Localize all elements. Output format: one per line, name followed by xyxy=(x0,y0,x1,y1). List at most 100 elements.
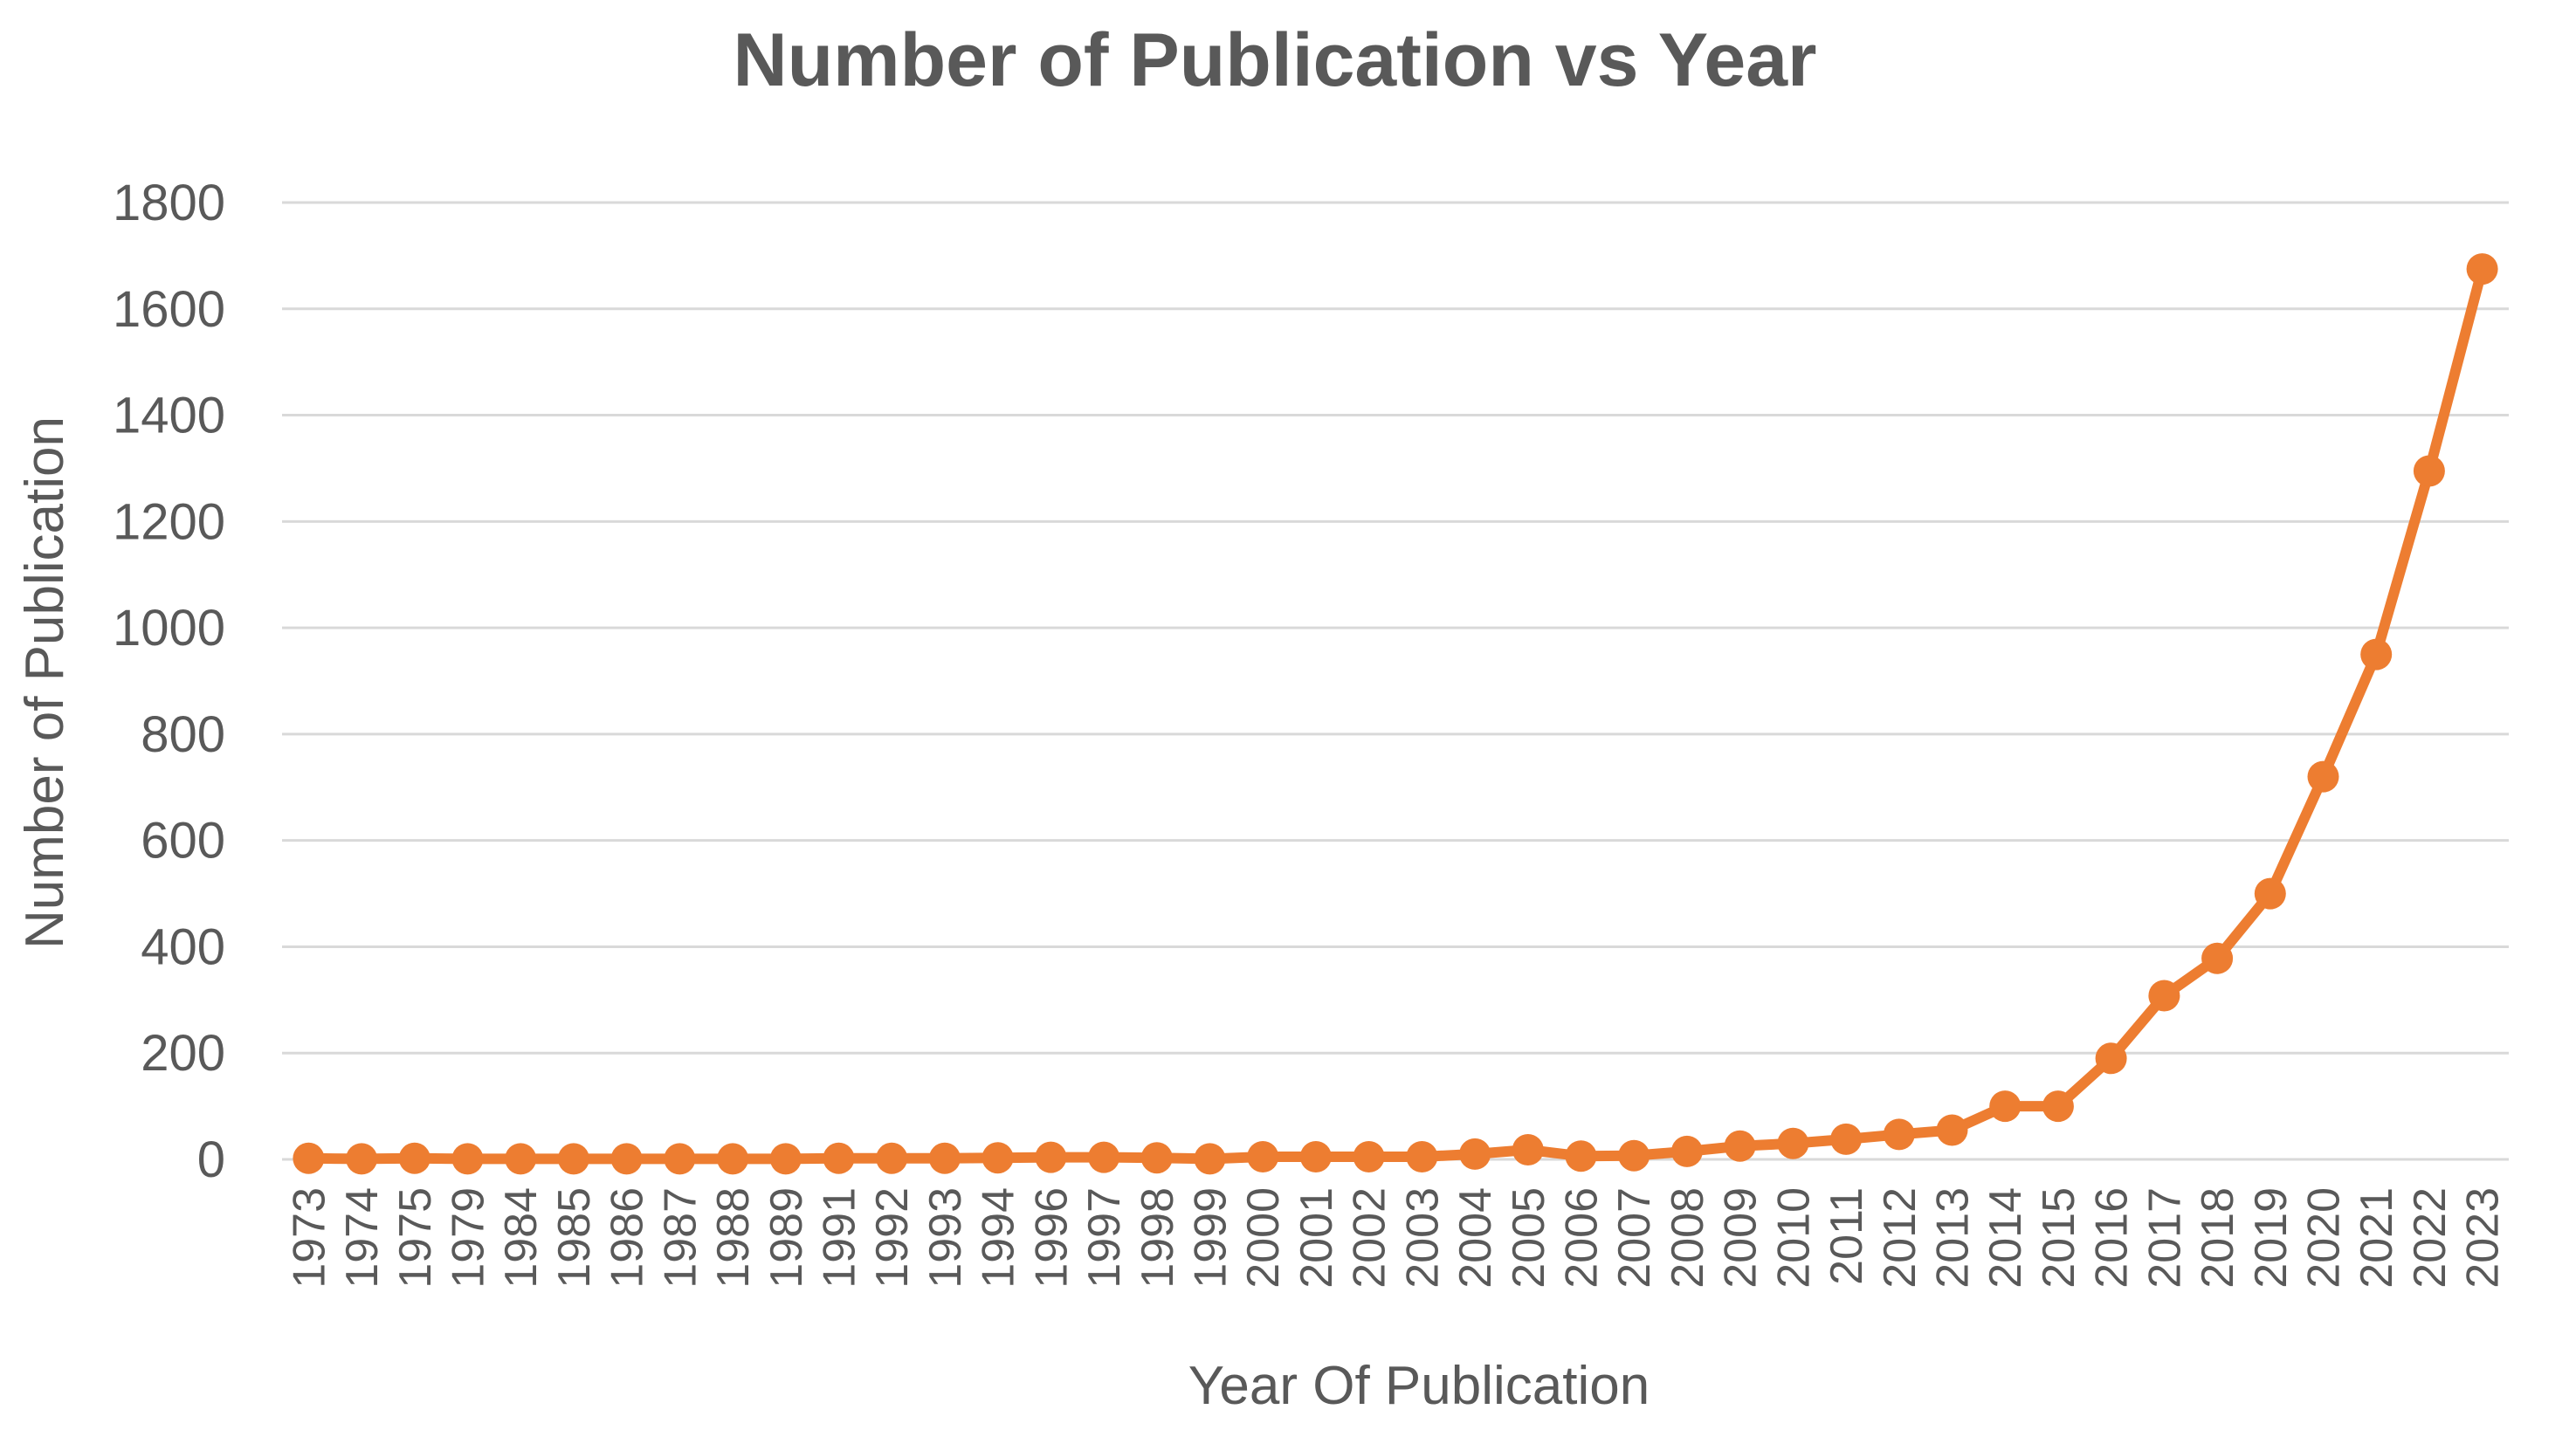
y-tick-label: 800 xyxy=(141,706,225,763)
x-tick-label: 2013 xyxy=(1928,1187,1979,1289)
x-tick-label: 2005 xyxy=(1504,1187,1554,1289)
x-tick-label: 1975 xyxy=(390,1187,441,1289)
data-point xyxy=(2095,1042,2127,1075)
x-tick-label: 2023 xyxy=(2458,1187,2509,1289)
x-tick-label: 2019 xyxy=(2246,1187,2297,1289)
x-tick-label: 2015 xyxy=(2034,1187,2084,1289)
data-point xyxy=(505,1143,537,1175)
x-tick-label: 1988 xyxy=(708,1187,759,1289)
x-tick-label: 1993 xyxy=(920,1187,971,1289)
x-tick-label: 1984 xyxy=(496,1187,547,1289)
data-point xyxy=(1565,1140,1597,1172)
data-point xyxy=(1618,1139,1650,1172)
data-point xyxy=(346,1143,378,1175)
data-point xyxy=(1777,1127,1809,1159)
data-point xyxy=(1936,1114,1968,1146)
data-point xyxy=(1353,1141,1385,1172)
data-point xyxy=(981,1142,1014,1174)
gridlines xyxy=(282,201,2509,1161)
data-point xyxy=(823,1142,855,1174)
x-tick-label: 1991 xyxy=(815,1187,865,1289)
data-point xyxy=(769,1143,802,1175)
data-point xyxy=(876,1142,908,1174)
data-point xyxy=(2148,980,2180,1012)
x-tick-label: 1997 xyxy=(1079,1187,1130,1289)
data-point xyxy=(1088,1141,1120,1173)
x-tick-label: 1973 xyxy=(284,1187,334,1289)
data-point xyxy=(1459,1138,1491,1170)
data-point xyxy=(1724,1130,1756,1162)
data-point xyxy=(1512,1134,1544,1165)
data-point xyxy=(717,1143,749,1175)
x-tick-label: 2004 xyxy=(1450,1187,1501,1289)
data-point xyxy=(398,1142,430,1174)
data-point xyxy=(557,1143,589,1175)
data-point xyxy=(1406,1141,1438,1172)
y-tick-label: 200 xyxy=(141,1025,225,1082)
data-point xyxy=(1883,1118,1915,1151)
x-tick-label: 1974 xyxy=(337,1187,388,1289)
data-point xyxy=(1140,1142,1173,1174)
x-axis-label: Year Of Publication xyxy=(1188,1356,1650,1416)
x-tick-label: 1989 xyxy=(761,1187,812,1289)
x-tick-label: 1985 xyxy=(549,1187,600,1289)
data-point xyxy=(928,1142,961,1174)
x-tick-label: 1998 xyxy=(1133,1187,1183,1289)
y-tick-label: 600 xyxy=(141,813,225,870)
x-tick-label: 2016 xyxy=(2087,1187,2138,1289)
x-tick-label: 2021 xyxy=(2352,1187,2402,1289)
y-tick-label: 1000 xyxy=(113,600,225,657)
x-tick-label: 2010 xyxy=(1768,1187,1819,1289)
y-axis-label: Number of Publication xyxy=(15,416,75,949)
y-tick-label: 1800 xyxy=(113,175,225,231)
data-point xyxy=(1299,1141,1332,1172)
x-tick-label: 2017 xyxy=(2139,1187,2190,1289)
x-tick-label: 1987 xyxy=(655,1187,706,1289)
data-point xyxy=(1035,1141,1067,1173)
x-tick-label: 2000 xyxy=(1238,1187,1289,1289)
y-tick-label: 1400 xyxy=(113,388,225,444)
x-tick-label: 2022 xyxy=(2405,1187,2455,1289)
x-tick-label: 2009 xyxy=(1716,1187,1767,1289)
x-tick-label: 2011 xyxy=(1822,1187,1872,1285)
data-point xyxy=(610,1143,643,1175)
data-point xyxy=(451,1143,484,1175)
x-axis-tick-labels: 1973 1974 1975 1979 1984 1985 1986 1987 1988 1989… xyxy=(284,1187,2508,1289)
series-line xyxy=(303,264,2488,1165)
data-point xyxy=(1830,1123,1863,1155)
y-tick-label: 400 xyxy=(141,918,225,975)
x-tick-label: 2020 xyxy=(2299,1187,2350,1289)
data-point xyxy=(1989,1090,2022,1123)
y-tick-label: 0 xyxy=(197,1131,225,1188)
data-point xyxy=(1247,1141,1279,1172)
x-tick-label: 2007 xyxy=(1609,1187,1660,1289)
data-point xyxy=(2466,253,2498,285)
data-point xyxy=(2042,1090,2074,1123)
x-tick-label: 2012 xyxy=(1875,1187,1925,1289)
y-tick-label: 1200 xyxy=(113,493,225,550)
data-point xyxy=(2307,760,2339,793)
x-tick-label: 1986 xyxy=(603,1187,653,1289)
x-tick-label: 1994 xyxy=(974,1187,1024,1289)
data-point xyxy=(1670,1135,1703,1167)
x-tick-label: 1999 xyxy=(1186,1187,1236,1289)
x-tick-label: 1992 xyxy=(867,1187,918,1289)
data-point xyxy=(2360,638,2393,670)
x-tick-label: 1979 xyxy=(444,1187,494,1289)
x-tick-label: 2018 xyxy=(2193,1187,2243,1289)
data-point xyxy=(2413,455,2445,487)
x-tick-label: 2008 xyxy=(1663,1187,1713,1289)
data-point xyxy=(664,1143,696,1175)
x-tick-label: 2001 xyxy=(1291,1187,1342,1289)
plot-area xyxy=(293,253,2498,1175)
x-tick-label: 2014 xyxy=(1980,1187,2031,1289)
data-point xyxy=(2201,942,2234,974)
chart-title: Number of Publication vs Year xyxy=(734,18,1817,102)
y-axis-tick-labels: 0 200 400 600 800 1000 1200 1400 1600 1800 xyxy=(113,175,225,1188)
x-tick-label: 2006 xyxy=(1557,1187,1608,1289)
y-tick-label: 1600 xyxy=(113,281,225,338)
data-point xyxy=(1194,1143,1226,1175)
x-tick-label: 2002 xyxy=(1345,1187,1395,1289)
x-tick-label: 1996 xyxy=(1026,1187,1077,1289)
